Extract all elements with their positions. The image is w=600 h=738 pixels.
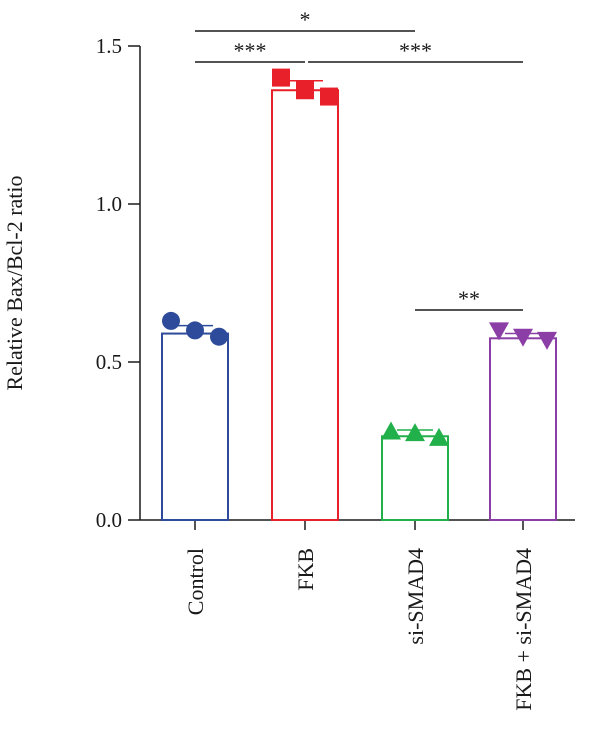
y-tick-label: 1.5 bbox=[96, 34, 122, 58]
bar bbox=[381, 435, 449, 522]
y-tick-label: 1.0 bbox=[96, 192, 122, 216]
data-point bbox=[186, 321, 204, 340]
y-tick-label: 0.0 bbox=[96, 508, 122, 532]
data-point bbox=[210, 327, 228, 346]
significance-label: *** bbox=[234, 38, 267, 63]
data-point bbox=[537, 331, 557, 350]
data-point bbox=[489, 322, 509, 341]
data-point bbox=[320, 87, 338, 106]
significance-label: ** bbox=[458, 286, 480, 311]
y-axis-title: Relative Bax/Bcl-2 ratio bbox=[2, 175, 27, 390]
category-label: FKB + si-SMAD4 bbox=[511, 548, 536, 711]
category-label: si-SMAD4 bbox=[403, 548, 428, 645]
category-label: FKB bbox=[293, 548, 318, 591]
significance-label: *** bbox=[399, 38, 432, 63]
significance-label: * bbox=[300, 7, 311, 32]
y-tick-label: 0.5 bbox=[96, 350, 122, 374]
plot-area: 0.0 0.5 1.0 1.5 Control FKB si-SMAD4 FKB + si-S… bbox=[96, 7, 575, 711]
data-point bbox=[296, 81, 314, 100]
data-point bbox=[272, 68, 290, 87]
data-point bbox=[429, 427, 449, 446]
bar bbox=[161, 332, 229, 521]
data-point bbox=[162, 311, 180, 330]
bar bbox=[271, 89, 339, 522]
data-point bbox=[405, 423, 425, 442]
data-point bbox=[381, 421, 401, 440]
category-label: Control bbox=[183, 548, 208, 615]
data-point bbox=[513, 328, 533, 347]
bar bbox=[489, 337, 557, 521]
